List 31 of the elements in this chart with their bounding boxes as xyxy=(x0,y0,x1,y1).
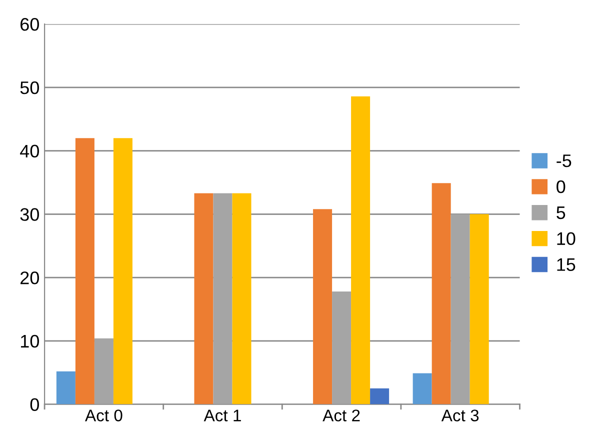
bar xyxy=(75,138,94,404)
y-tick-label: 10 xyxy=(20,334,39,348)
bar xyxy=(56,371,76,404)
legend-label: 5 xyxy=(556,206,566,220)
bar xyxy=(370,388,390,404)
y-tick-label: 60 xyxy=(20,18,39,31)
bar xyxy=(450,214,470,404)
y-tick-label: 20 xyxy=(20,271,39,284)
y-tick-label: 0 xyxy=(30,398,39,411)
y-tick-label: 30 xyxy=(20,208,39,221)
y-tick-label: 50 xyxy=(20,81,39,94)
bar xyxy=(313,209,332,404)
bar xyxy=(351,96,370,404)
x-tick-label: Act 2 xyxy=(322,410,360,422)
bar xyxy=(94,338,114,404)
bar xyxy=(213,193,232,404)
legend-label: 15 xyxy=(557,258,576,271)
bar xyxy=(412,373,432,404)
x-tick-label: Act 1 xyxy=(204,410,241,422)
bar xyxy=(232,193,252,404)
x-tick-label: Act 3 xyxy=(441,410,479,422)
x-tick-label: Act 0 xyxy=(84,410,122,422)
legend-label: 10 xyxy=(557,232,576,246)
legend-label: -5 xyxy=(556,154,572,168)
bar xyxy=(113,138,132,404)
bar xyxy=(332,291,352,404)
bar xyxy=(470,214,489,404)
legend-label: 0 xyxy=(556,180,566,194)
y-tick-label: 40 xyxy=(20,144,39,158)
bar xyxy=(432,183,451,404)
bar xyxy=(194,193,214,404)
